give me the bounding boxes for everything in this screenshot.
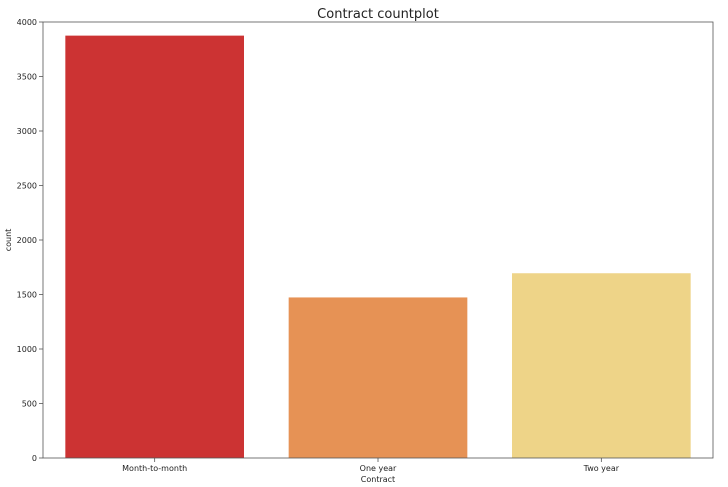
y-tick-label: 2000 [17,236,37,245]
bars-group [65,35,691,458]
y-tick-label: 1500 [17,291,37,300]
y-tick-label: 3000 [17,127,37,136]
y-tick-label: 0 [32,454,37,463]
y-tick-label: 4000 [17,18,37,27]
y-tick-label: 1000 [17,345,37,354]
x-axis-label: Contract [361,475,395,484]
bar-two-year [512,273,691,458]
y-axis-ticks: 0 500 1000 1500 2000 2500 3000 3500 4000 [17,18,43,463]
y-axis-label: count [4,229,13,252]
chart-title: Contract countplot [317,7,439,22]
x-axis-ticks: Month-to-month One year Two year [122,458,620,473]
bar-month-to-month [65,35,244,458]
y-tick-label: 500 [22,400,37,409]
x-tick-label: Two year [583,464,620,473]
x-tick-label: Month-to-month [122,464,187,473]
bar-one-year [288,297,468,458]
y-tick-label: 3500 [17,73,37,82]
y-tick-label: 2500 [17,182,37,191]
x-tick-label: One year [360,464,397,473]
